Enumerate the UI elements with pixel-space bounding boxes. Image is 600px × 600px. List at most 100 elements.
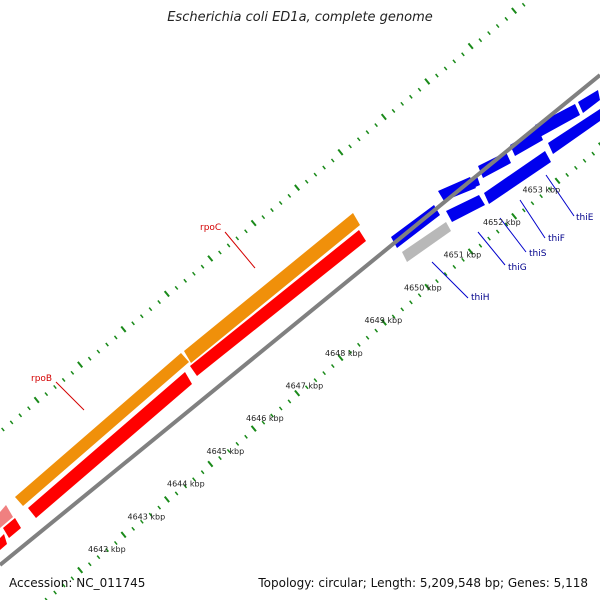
tick-mark-inner — [192, 477, 196, 482]
gene-bar-partial-pink — [0, 505, 13, 528]
tick-marks-inner — [44, 142, 600, 600]
tick-mark-inner — [400, 307, 405, 312]
tick-mark-outer — [218, 250, 222, 255]
tick-mark-inner — [435, 279, 439, 284]
kbp-tick-label: 4643 kbp — [128, 512, 166, 521]
gene-bar-pseudo — [402, 222, 451, 262]
tick-mark-outer — [478, 38, 483, 43]
leader-rpoC — [224, 231, 256, 269]
gene-label-rpoC: rpoC — [200, 223, 221, 233]
tick-mark-inner — [365, 335, 370, 340]
tick-mark-inner — [294, 389, 301, 397]
tick-mark-inner — [554, 177, 561, 185]
tick-mark-outer — [400, 101, 405, 106]
tick-mark-outer — [424, 78, 431, 85]
tick-mark-outer — [157, 300, 161, 305]
tick-mark-inner — [87, 562, 92, 567]
tick-mark-inner — [163, 496, 170, 503]
tick-mark-inner — [467, 248, 474, 255]
leader-rpoB — [55, 381, 85, 411]
tick-mark-outer — [87, 356, 92, 361]
tick-mark-inner — [574, 165, 578, 170]
tick-mark-inner — [478, 243, 483, 248]
tick-mark-outer — [287, 193, 292, 198]
tick-mark-outer — [53, 384, 57, 390]
leader-thiF — [519, 199, 546, 239]
map-title: Escherichia coli ED1a, complete genome — [167, 10, 433, 25]
genome-backbone — [0, 73, 600, 567]
kbp-tick-labels: 4642 kbp 4643 kbp 4644 kbp 4645 kbp 4646 kbp… — [88, 185, 560, 554]
leader-thiG — [477, 231, 506, 266]
tick-mark-inner — [131, 526, 136, 531]
accession-text: Accession: NC_011745 — [9, 576, 146, 590]
tick-mark-inner — [330, 364, 335, 369]
gene-label-thiH: thiH — [471, 293, 490, 303]
kbp-tick-label: 4646 kbp — [246, 414, 284, 423]
tick-mark-outer — [304, 179, 309, 184]
tick-mark-outer — [61, 377, 66, 382]
tick-mark-outer — [148, 307, 153, 312]
tick-mark-outer — [337, 148, 344, 156]
tick-mark-inner — [417, 293, 422, 298]
leader-thiH — [431, 261, 469, 299]
tick-mark-outer — [250, 219, 257, 227]
tick-mark-outer — [18, 413, 23, 418]
tick-mark-outer — [244, 229, 248, 234]
tick-mark-inner — [174, 491, 179, 496]
tick-mark-outer — [322, 165, 326, 170]
tick-mark-outer — [113, 335, 118, 340]
tick-mark-inner — [226, 448, 231, 453]
gene-bar-partial-red-1 — [3, 518, 21, 538]
gene-label-thiS: thiS — [529, 249, 547, 259]
tick-mark-inner — [207, 460, 214, 468]
tick-mark-inner — [504, 222, 509, 227]
tick-mark-outer — [33, 396, 40, 404]
tick-mark-outer — [330, 158, 335, 163]
tick-mark-inner — [235, 441, 240, 446]
tick-mark-outer — [467, 42, 474, 50]
gene-bar-partial-red-2 — [0, 534, 7, 550]
tick-mark-inner — [287, 399, 292, 404]
tick-mark-outer — [139, 314, 144, 319]
tick-mark-inner — [380, 319, 387, 326]
tick-mark-outer — [120, 325, 127, 333]
tick-mark-outer — [200, 264, 205, 269]
tick-mark-outer — [96, 349, 101, 354]
tick-mark-inner — [140, 519, 144, 524]
gene-bar-rpoB-inner-2 — [190, 230, 366, 376]
tick-mark-inner — [183, 484, 188, 489]
tick-mark-outer — [105, 342, 109, 347]
tick-mark-outer — [207, 255, 214, 262]
kbp-tick-label: 4652 kbp — [483, 218, 521, 227]
tick-mark-inner — [424, 283, 431, 291]
gene-label-thiE: thiE — [576, 213, 594, 223]
tick-mark-outer — [70, 370, 75, 375]
tick-mark-outer — [174, 285, 179, 290]
tick-mark-outer — [452, 59, 457, 64]
tick-mark-outer — [461, 52, 465, 57]
tick-mark-inner — [521, 208, 526, 213]
tick-mark-inner — [278, 406, 283, 411]
tick-mark-inner — [61, 583, 66, 588]
gene-label-rpoB: rpoB — [31, 374, 52, 384]
tick-mark-inner — [148, 512, 153, 517]
gene-label-thiF: thiF — [548, 234, 565, 244]
tick-mark-outer — [487, 31, 491, 36]
tick-mark-inner — [495, 229, 500, 234]
tick-mark-inner — [530, 201, 535, 206]
tick-mark-inner — [597, 142, 600, 146]
gene-label-thiG: thiG — [508, 263, 527, 273]
tick-mark-outer — [294, 184, 301, 191]
tick-mark-outer — [521, 2, 526, 7]
tick-marks-outer — [1, 2, 526, 432]
tick-mark-outer — [380, 113, 387, 121]
tick-mark-outer — [270, 208, 274, 213]
tick-mark-outer — [163, 290, 170, 298]
tick-mark-outer — [365, 130, 370, 135]
tick-mark-outer — [435, 73, 439, 78]
gene-leader-lines — [55, 174, 575, 411]
tick-mark-inner — [261, 420, 266, 425]
tick-mark-outer — [235, 236, 240, 241]
tick-mark-inner — [443, 271, 448, 277]
tick-mark-outer — [409, 94, 413, 99]
